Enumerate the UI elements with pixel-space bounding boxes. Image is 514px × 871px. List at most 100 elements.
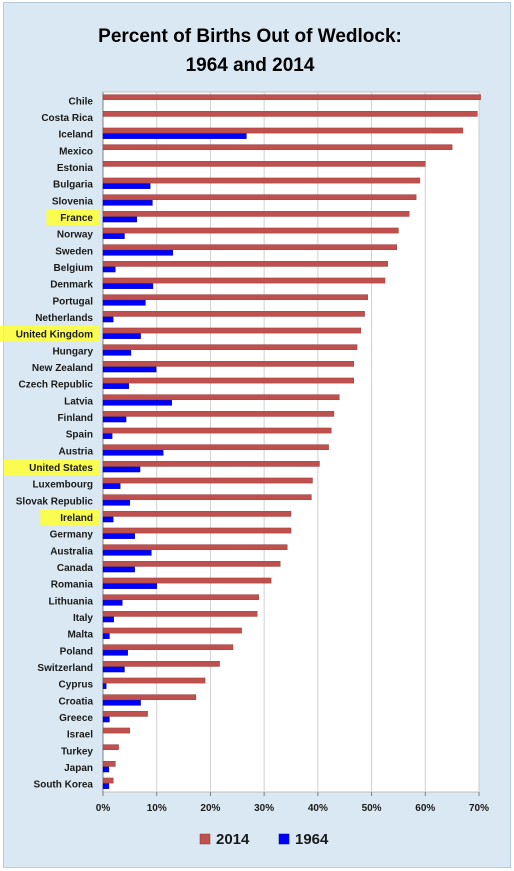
bar-1964-finland	[102, 416, 127, 423]
category-label-united-states: United States	[29, 463, 93, 474]
bar-2014-japan	[102, 761, 116, 767]
bar-1964-united-states	[102, 466, 141, 473]
category-label-poland: Poland	[60, 646, 93, 657]
category-label-germany: Germany	[50, 530, 94, 541]
bar-1964-denmark	[102, 283, 154, 289]
bar-1964-portugal	[102, 300, 146, 306]
bar-2014-united-states	[102, 461, 320, 467]
category-label-chile: Chile	[69, 96, 94, 107]
bar-2014-poland	[102, 644, 234, 650]
bar-2014-turkey	[102, 744, 119, 750]
bar-2014-germany	[102, 527, 292, 534]
category-label-slovak-republic: Slovak Republic	[16, 496, 94, 507]
category-label-japan: Japan	[64, 763, 93, 774]
category-label-sweden: Sweden	[55, 246, 93, 257]
x-tick-label: 20%	[200, 803, 220, 814]
bar-2014-ireland	[102, 511, 292, 517]
category-label-new-zealand: New Zealand	[32, 363, 93, 374]
x-tick-label: 0%	[96, 803, 111, 814]
bar-2014-switzerland	[102, 661, 220, 667]
category-label-cyprus: Cyprus	[59, 680, 94, 691]
bar-2014-latvia	[102, 394, 340, 401]
bar-2014-denmark	[102, 277, 386, 284]
bar-2014-mexico	[102, 144, 453, 151]
category-label-slovenia: Slovenia	[52, 196, 94, 207]
category-label-iceland: Iceland	[59, 130, 93, 141]
bar-1964-poland	[102, 650, 128, 656]
category-label-ireland: Ireland	[60, 513, 93, 524]
bar-2014-australia	[102, 544, 288, 550]
bar-1964-japan	[102, 766, 110, 773]
bar-1964-greece	[102, 716, 110, 723]
bar-2014-czech-republic	[102, 377, 355, 384]
category-label-turkey: Turkey	[61, 746, 93, 757]
bar-2014-norway	[102, 227, 399, 234]
category-label-canada: Canada	[57, 563, 94, 574]
bar-1964-romania	[102, 583, 157, 589]
bar-1964-iceland	[102, 133, 247, 139]
category-label-greece: Greece	[59, 713, 93, 724]
label-highlight-united-kingdom	[0, 325, 100, 342]
bar-2014-italy	[102, 611, 258, 617]
category-label-belgium: Belgium	[54, 263, 94, 274]
x-tick-label: 30%	[254, 803, 274, 814]
label-highlight-united-states	[3, 459, 100, 475]
category-label-denmark: Denmark	[50, 280, 93, 291]
bar-1964-canada	[102, 566, 135, 573]
bar-1964-bulgaria	[102, 183, 151, 189]
category-label-bulgaria: Bulgaria	[53, 180, 93, 191]
bar-1964-italy	[102, 616, 114, 623]
category-label-estonia: Estonia	[57, 163, 94, 174]
bar-1964-south-korea	[102, 783, 110, 789]
legend-swatch-2014	[199, 833, 211, 845]
category-label-netherlands: Netherlands	[35, 313, 93, 324]
bar-2014-finland	[102, 411, 335, 417]
x-tick-label: 60%	[415, 803, 435, 814]
category-label-finland: Finland	[57, 413, 93, 424]
bar-1964-australia	[102, 550, 152, 556]
category-label-austria: Austria	[59, 446, 94, 457]
x-tick-label: 40%	[308, 803, 328, 814]
bar-2014-iceland	[102, 127, 464, 134]
bar-1964-malta	[102, 633, 110, 639]
bar-1964-spain	[102, 433, 113, 439]
label-highlight-france	[46, 209, 99, 225]
bar-1964-france	[102, 216, 138, 223]
bar-1964-germany	[102, 533, 135, 539]
chart-title-line-2: 1964 and 2014	[185, 55, 315, 76]
bar-2014-austria	[102, 444, 329, 451]
bar-2014-slovak-republic	[102, 494, 312, 501]
bar-2014-malta	[102, 627, 242, 634]
x-tick-label: 10%	[147, 803, 167, 814]
bar-2014-canada	[102, 561, 281, 567]
category-label-hungary: Hungary	[52, 346, 93, 357]
bar-2014-france	[102, 211, 410, 217]
chart-title: Percent of Births Out of Wedlock: 1964 a…	[40, 22, 460, 80]
bar-1964-ireland	[102, 516, 114, 523]
legend-label-1964: 1964	[295, 831, 329, 848]
category-label-portugal: Portugal	[52, 296, 93, 307]
x-tick-label: 70%	[469, 803, 489, 814]
category-label-switzerland: Switzerland	[37, 663, 93, 674]
category-label-south-korea: South Korea	[34, 780, 94, 791]
bar-2014-greece	[102, 711, 148, 717]
category-label-croatia: Croatia	[59, 696, 94, 707]
category-label-romania: Romania	[51, 580, 94, 591]
bar-2014-new-zealand	[102, 361, 355, 367]
bar-2014-spain	[102, 427, 332, 434]
bar-2014-hungary	[102, 344, 358, 351]
bar-2014-costa-rica	[102, 111, 478, 117]
bar-1964-switzerland	[102, 666, 125, 673]
bar-1964-latvia	[102, 400, 172, 406]
bar-1964-austria	[102, 450, 164, 456]
bar-2014-south-korea	[102, 777, 114, 784]
bar-2014-sweden	[102, 244, 398, 251]
bar-1964-belgium	[102, 266, 116, 273]
category-label-france: France	[60, 213, 93, 224]
bar-2014-chile	[102, 94, 481, 100]
bar-2014-croatia	[102, 694, 197, 700]
bar-1964-netherlands	[102, 316, 114, 323]
category-label-luxembourg: Luxembourg	[32, 480, 93, 491]
x-tick-label: 50%	[362, 803, 382, 814]
